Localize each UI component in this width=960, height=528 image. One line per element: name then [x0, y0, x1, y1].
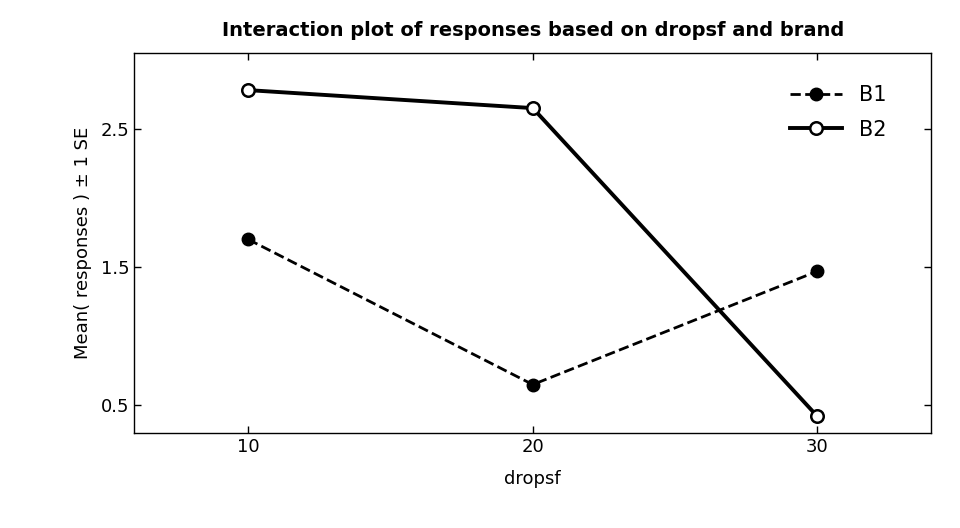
Legend: B1, B2: B1, B2	[780, 74, 897, 150]
Y-axis label: Mean( responses ) ± 1 SE: Mean( responses ) ± 1 SE	[75, 127, 92, 359]
X-axis label: dropsf: dropsf	[505, 470, 561, 488]
Title: Interaction plot of responses based on dropsf and brand: Interaction plot of responses based on d…	[222, 21, 844, 40]
